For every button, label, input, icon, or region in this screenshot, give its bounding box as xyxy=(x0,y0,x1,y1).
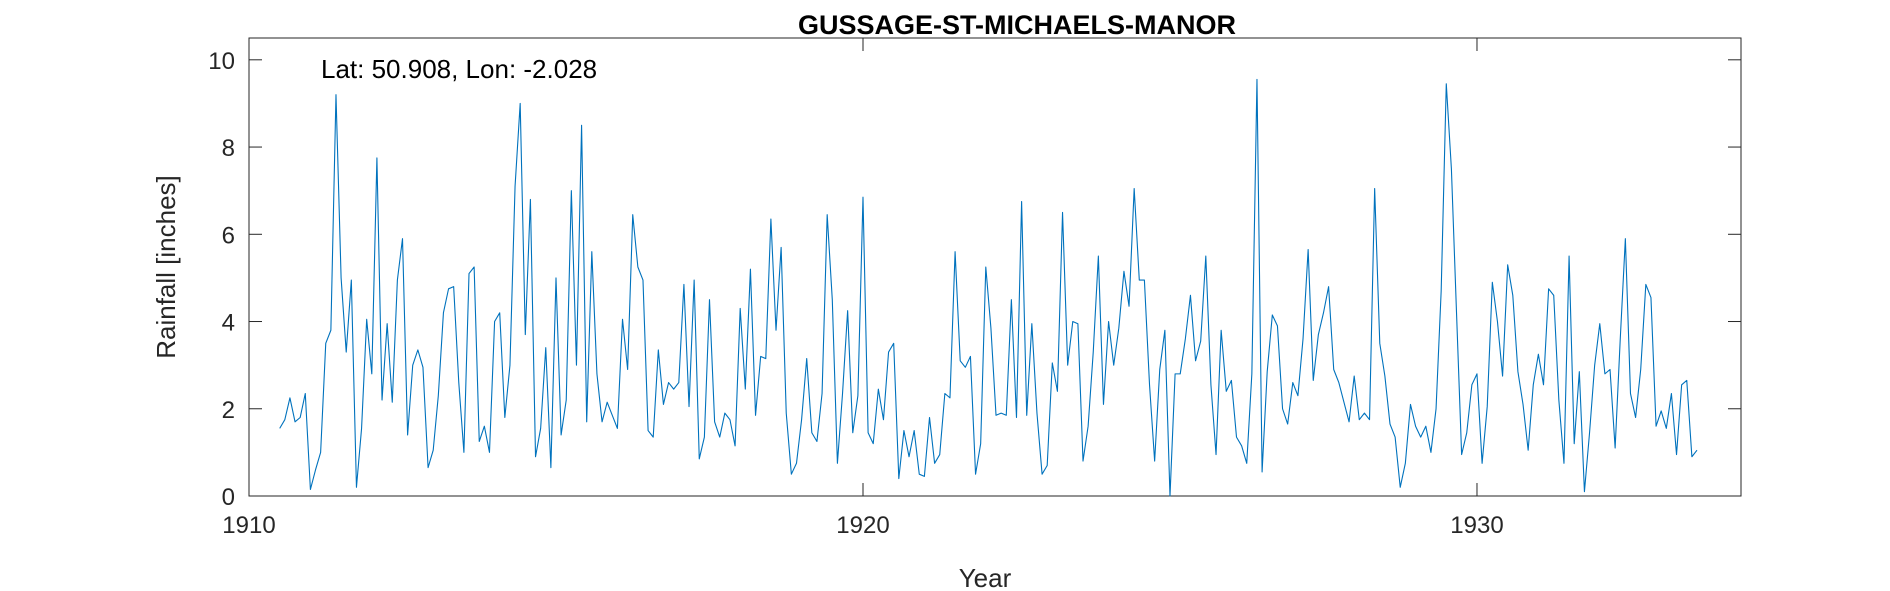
x-tick-label: 1910 xyxy=(222,512,275,539)
y-tick-label: 0 xyxy=(222,484,235,511)
x-axis-label: Year xyxy=(959,563,1012,591)
chart-title: GUSSAGE-ST-MICHAELS-MANOR xyxy=(798,10,1236,40)
y-tick-label: 8 xyxy=(222,135,235,162)
y-axis-label: Rainfall [inches] xyxy=(151,175,181,359)
rainfall-series-line xyxy=(279,78,1698,497)
x-tick-label: 1920 xyxy=(836,512,889,539)
x-tick-label: 1930 xyxy=(1450,512,1503,539)
y-tick-label: 2 xyxy=(222,397,235,424)
y-tick-label: 4 xyxy=(222,310,235,337)
y-tick-label: 6 xyxy=(222,222,235,249)
axis-ticks: 0 2 4 6 8 10 1910 1920 1930 xyxy=(208,38,1741,539)
location-annotation: Lat: 50.908, Lon: -2.028 xyxy=(321,54,597,84)
plot-area-frame xyxy=(248,37,1742,497)
y-tick-label: 10 xyxy=(208,48,235,75)
